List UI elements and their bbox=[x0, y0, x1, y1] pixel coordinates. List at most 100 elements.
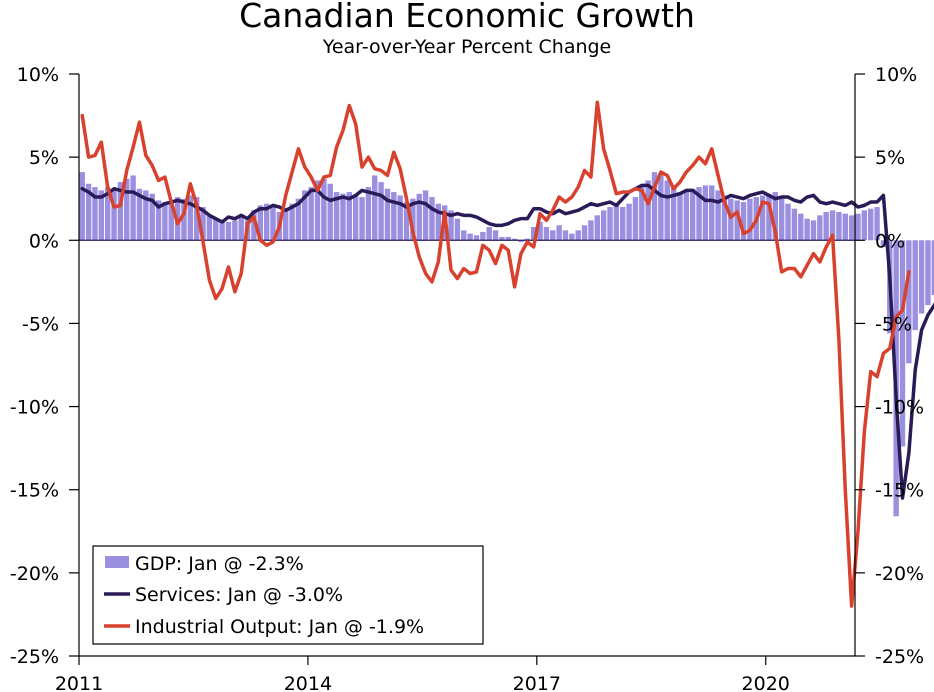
gdp-bar bbox=[556, 225, 562, 241]
gdp-bar bbox=[130, 175, 136, 241]
gdp-bar bbox=[639, 187, 645, 241]
gdp-bar bbox=[645, 180, 651, 241]
gdp-bar bbox=[168, 203, 174, 241]
gdp-bar bbox=[327, 183, 333, 241]
y-tick-label-left: -10% bbox=[10, 397, 59, 419]
y-tick-label-left: -5% bbox=[22, 313, 59, 335]
gdp-bar bbox=[518, 240, 524, 242]
y-tick-label-left: 5% bbox=[29, 147, 59, 169]
gdp-bar bbox=[562, 230, 569, 241]
gdp-bar bbox=[651, 172, 658, 241]
gdp-bar bbox=[823, 212, 829, 241]
gdp-bar bbox=[416, 193, 422, 241]
gdp-bar bbox=[931, 240, 934, 296]
gdp-bar bbox=[658, 173, 664, 241]
gdp-bar bbox=[620, 207, 626, 241]
gdp-bar bbox=[111, 188, 117, 241]
gdp-bar bbox=[359, 197, 365, 241]
y-tick-label-right: -20% bbox=[875, 563, 924, 585]
gdp-bar bbox=[537, 221, 543, 241]
gdp-bar bbox=[104, 187, 111, 241]
gdp-bar bbox=[683, 190, 689, 241]
series-lines bbox=[80, 100, 934, 608]
gdp-bar bbox=[136, 188, 143, 241]
gdp-bar bbox=[251, 210, 257, 241]
gdp-bar bbox=[581, 225, 588, 241]
gdp-bar bbox=[448, 210, 454, 241]
gdp-bar bbox=[149, 193, 155, 241]
gdp-bar bbox=[906, 240, 912, 364]
x-tick-label: 2020 bbox=[742, 673, 790, 692]
gdp-bar bbox=[670, 187, 677, 241]
gdp-bar bbox=[378, 182, 384, 241]
y-tick-label-left: -20% bbox=[10, 563, 59, 585]
gdp-bar bbox=[492, 230, 499, 241]
gdp-bar bbox=[372, 175, 378, 241]
gdp-bar bbox=[836, 212, 842, 241]
x-tick-label: 2011 bbox=[55, 673, 103, 692]
gdp-bar bbox=[531, 226, 537, 241]
gdp-bar bbox=[632, 197, 639, 241]
gdp-bar bbox=[473, 235, 480, 241]
services-line bbox=[80, 183, 934, 500]
gdp-bar bbox=[384, 188, 391, 241]
y-tick-label-left: -15% bbox=[10, 480, 59, 502]
gdp-bar bbox=[848, 215, 855, 241]
gdp-bar bbox=[543, 226, 550, 241]
gdp-bar bbox=[283, 208, 289, 241]
gdp-bar bbox=[664, 180, 670, 241]
gdp-bar bbox=[232, 220, 238, 241]
gdp-bar bbox=[365, 187, 372, 241]
gdp-bar bbox=[868, 208, 874, 241]
gdp-bar bbox=[626, 203, 632, 241]
gdp-bar bbox=[677, 192, 683, 241]
gdp-bar bbox=[899, 240, 906, 447]
gdp-bar bbox=[817, 215, 823, 241]
gdp-bar bbox=[143, 190, 149, 241]
y-tick-label-right: -25% bbox=[875, 646, 924, 668]
gdp-bar bbox=[403, 202, 410, 241]
legend-label-services: Services: Jan @ -3.0% bbox=[135, 584, 343, 606]
gdp-bar bbox=[778, 198, 785, 241]
gdp-bar bbox=[410, 198, 416, 241]
gdp-bar bbox=[391, 192, 397, 241]
legend-label-gdp: GDP: Jan @ -2.3% bbox=[135, 553, 304, 575]
gdp-bar bbox=[225, 221, 232, 241]
gdp-bar bbox=[925, 240, 931, 306]
gdp-bar bbox=[588, 220, 594, 241]
gdp-bar bbox=[314, 180, 321, 241]
gdp-bar bbox=[855, 213, 861, 241]
gdp-bar bbox=[333, 192, 340, 241]
y-tick-label-left: 10% bbox=[17, 64, 59, 86]
y-tick-label-right: 5% bbox=[875, 147, 905, 169]
gdp-bar bbox=[397, 195, 403, 241]
gdp-bar bbox=[200, 207, 206, 241]
gdp-bar bbox=[728, 198, 734, 241]
gdp-bar bbox=[772, 192, 779, 241]
gdp-bar bbox=[759, 195, 766, 241]
gdp-bar bbox=[480, 231, 486, 241]
axes: 10% 10% 5% 5% 0% 0% -5% -5% -10% -10% -15% -15% -20%… bbox=[10, 64, 924, 692]
gdp-bar bbox=[238, 217, 244, 241]
gdp-bar bbox=[435, 203, 442, 241]
gdp-bar bbox=[162, 202, 168, 241]
y-tick-label-left: 0% bbox=[29, 230, 59, 252]
gdp-bar bbox=[804, 218, 810, 241]
gdp-bar bbox=[98, 190, 105, 241]
gdp-bar bbox=[289, 203, 295, 241]
gdp-bar bbox=[766, 193, 772, 241]
gdp-bar bbox=[454, 218, 461, 241]
gdp-bar bbox=[791, 208, 798, 241]
gdp-bar bbox=[550, 230, 556, 241]
gdp-bar bbox=[85, 183, 92, 241]
gdp-bar bbox=[600, 210, 607, 241]
gdp-bar bbox=[721, 195, 728, 241]
gdp-bar bbox=[575, 230, 581, 241]
gdp-bar bbox=[467, 233, 473, 241]
gdp-bar bbox=[263, 203, 270, 241]
gdp-bar bbox=[92, 187, 98, 241]
gdp-bar bbox=[880, 240, 887, 247]
gdp-bar bbox=[187, 195, 194, 241]
gdp-bar bbox=[715, 190, 721, 241]
